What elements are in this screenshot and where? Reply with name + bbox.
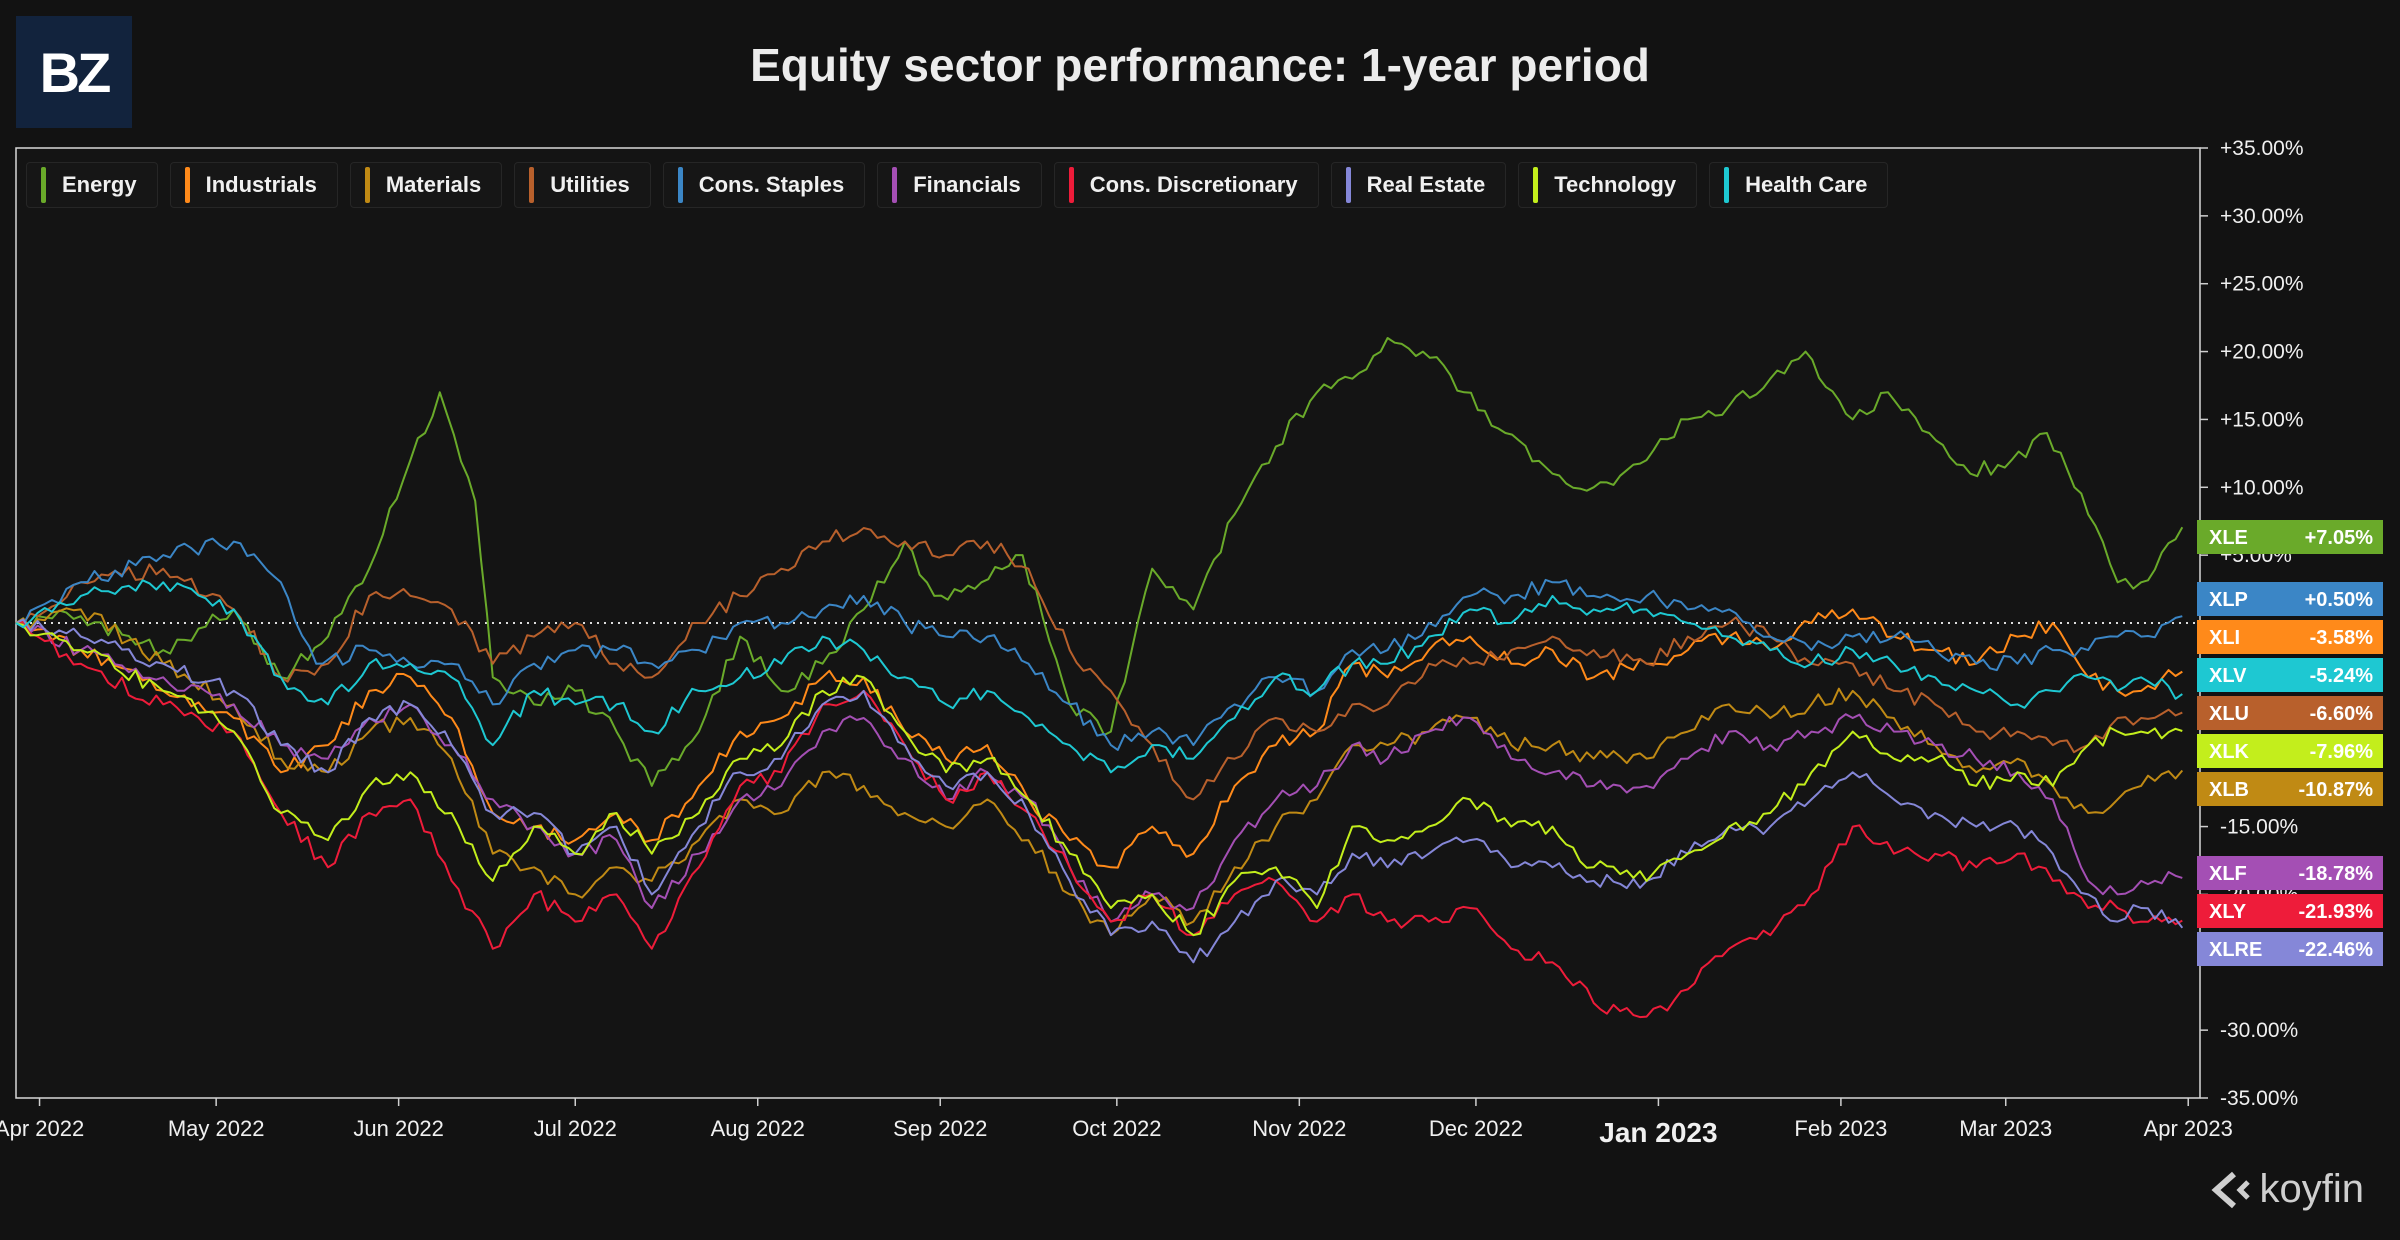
end-label-ticker: XLI [2209,627,2240,649]
legend-swatch [1533,167,1539,203]
x-tick-label: Nov 2022 [1252,1116,1346,1141]
legend-label: Technology [1554,172,1677,197]
x-tick-label: Feb 2023 [1794,1116,1887,1141]
legend-label: Health Care [1745,172,1868,197]
end-label-value: -18.78% [2299,863,2374,885]
end-label-ticker: XLV [2209,665,2247,687]
end-label-xlk [2197,734,2383,768]
end-label-xle [2197,520,2383,554]
legend-label: Materials [385,172,482,197]
legend-item[interactable]: Real Estate [1330,162,1507,208]
y-tick-label: -35.00% [2220,1087,2298,1110]
series-line-xlre [15,618,2184,964]
end-label-xlv [2197,658,2383,692]
end-label-value: -6.60% [2310,703,2374,725]
chart-title: Equity sector performance: 1-year period [750,39,1650,91]
end-label-ticker: XLF [2209,863,2247,885]
x-tick-label: Aug 2022 [711,1116,805,1141]
x-tick-label: Apr 2023 [2144,1116,2233,1141]
end-label-xli [2197,620,2383,654]
series-line-xli [15,608,2183,869]
end-label-ticker: XLB [2209,779,2249,801]
x-tick-label: Jul 2022 [534,1116,617,1141]
end-label-value: -21.93% [2299,901,2374,923]
logo-text: BZ [39,40,112,104]
legend-label: Real Estate [1366,172,1486,197]
end-label-value: -10.87% [2299,779,2374,801]
legend-item[interactable]: Materials [349,162,503,208]
x-tick-label: Mar 2023 [1959,1116,2052,1141]
end-label-xlb [2197,772,2383,806]
end-label-ticker: XLE [2209,527,2248,549]
end-label-ticker: XLK [2209,741,2250,763]
chart-legend: Energy Industrials Materials Utilities Cons.… [26,162,1889,208]
series-line-xly [15,620,2183,1019]
end-label-value: -22.46% [2299,939,2374,961]
end-label-xlp [2197,582,2383,616]
x-tick-label: Apr 2022 [0,1116,84,1141]
legend-swatch [529,167,535,203]
end-label-ticker: XLY [2209,901,2247,923]
end-label-xly [2197,894,2383,928]
y-tick-label: +35.00% [2220,137,2304,160]
legend-swatch [1724,167,1730,203]
end-label-xlu [2197,696,2383,730]
brand-name: koyfin [2259,1167,2365,1211]
koyfin-logo-icon [2210,1171,2250,1208]
series-line-xlv [15,579,2183,774]
legend-label: Cons. Staples [698,172,845,197]
legend-item[interactable]: Financials [877,162,1042,208]
series-line-xlp [15,537,2183,751]
end-label-value: -5.24% [2310,665,2374,687]
legend-label: Cons. Discretionary [1089,172,1298,197]
legend-label: Industrials [205,172,317,197]
legend-swatch [892,167,898,203]
end-label-value: +0.50% [2305,589,2374,611]
legend-swatch [677,167,683,203]
x-tick-label: Sep 2022 [893,1116,987,1141]
legend-item[interactable]: Cons. Discretionary [1053,162,1319,208]
legend-label: Financials [913,172,1021,197]
end-label-xlf [2197,856,2383,890]
end-label-ticker: XLRE [2209,939,2262,961]
legend-item[interactable]: Energy [26,162,158,208]
end-label-ticker: XLP [2209,589,2248,611]
end-label-ticker: XLU [2209,703,2249,725]
x-tick-label: Jan 2023 [1599,1117,1717,1148]
series-line-xlf [15,622,2183,923]
y-tick-label: +20.00% [2220,341,2304,364]
legend-item[interactable]: Industrials [169,162,338,208]
x-tick-label: May 2022 [168,1116,265,1141]
legend-swatch [41,167,46,203]
benzinga-logo: BZ [16,16,132,128]
y-tick-label: -15.00% [2220,816,2298,839]
legend-swatch [184,167,190,203]
end-label-value: -3.58% [2310,627,2374,649]
series-line-xlu [15,527,2183,801]
legend-label: Utilities [550,172,630,197]
legend-swatch [1345,167,1351,203]
legend-swatch [1068,167,1074,203]
end-label-xlre [2197,932,2383,966]
legend-item[interactable]: Cons. Staples [662,162,866,208]
y-tick-label: +25.00% [2220,273,2304,296]
legend-item[interactable]: Technology [1518,162,1698,208]
x-tick-label: Dec 2022 [1429,1116,1523,1141]
end-label-value: +7.05% [2305,527,2374,549]
end-label-value: -7.96% [2310,741,2374,763]
legend-swatch [364,167,370,203]
koyfin-brand: koyfin [2208,1167,2365,1212]
y-tick-label: +30.00% [2220,205,2304,228]
y-tick-label: +10.00% [2220,476,2304,499]
x-tick-label: Oct 2022 [1072,1116,1161,1141]
x-tick-label: Jun 2022 [353,1116,444,1141]
legend-label: Energy [62,172,137,197]
y-tick-label: -30.00% [2220,1019,2298,1042]
y-tick-label: +15.00% [2220,408,2304,431]
series-line-xle [15,337,2184,787]
legend-item[interactable]: Utilities [514,162,651,208]
series-line-xlk [15,622,2183,937]
legend-item[interactable]: Health Care [1709,162,1889,208]
